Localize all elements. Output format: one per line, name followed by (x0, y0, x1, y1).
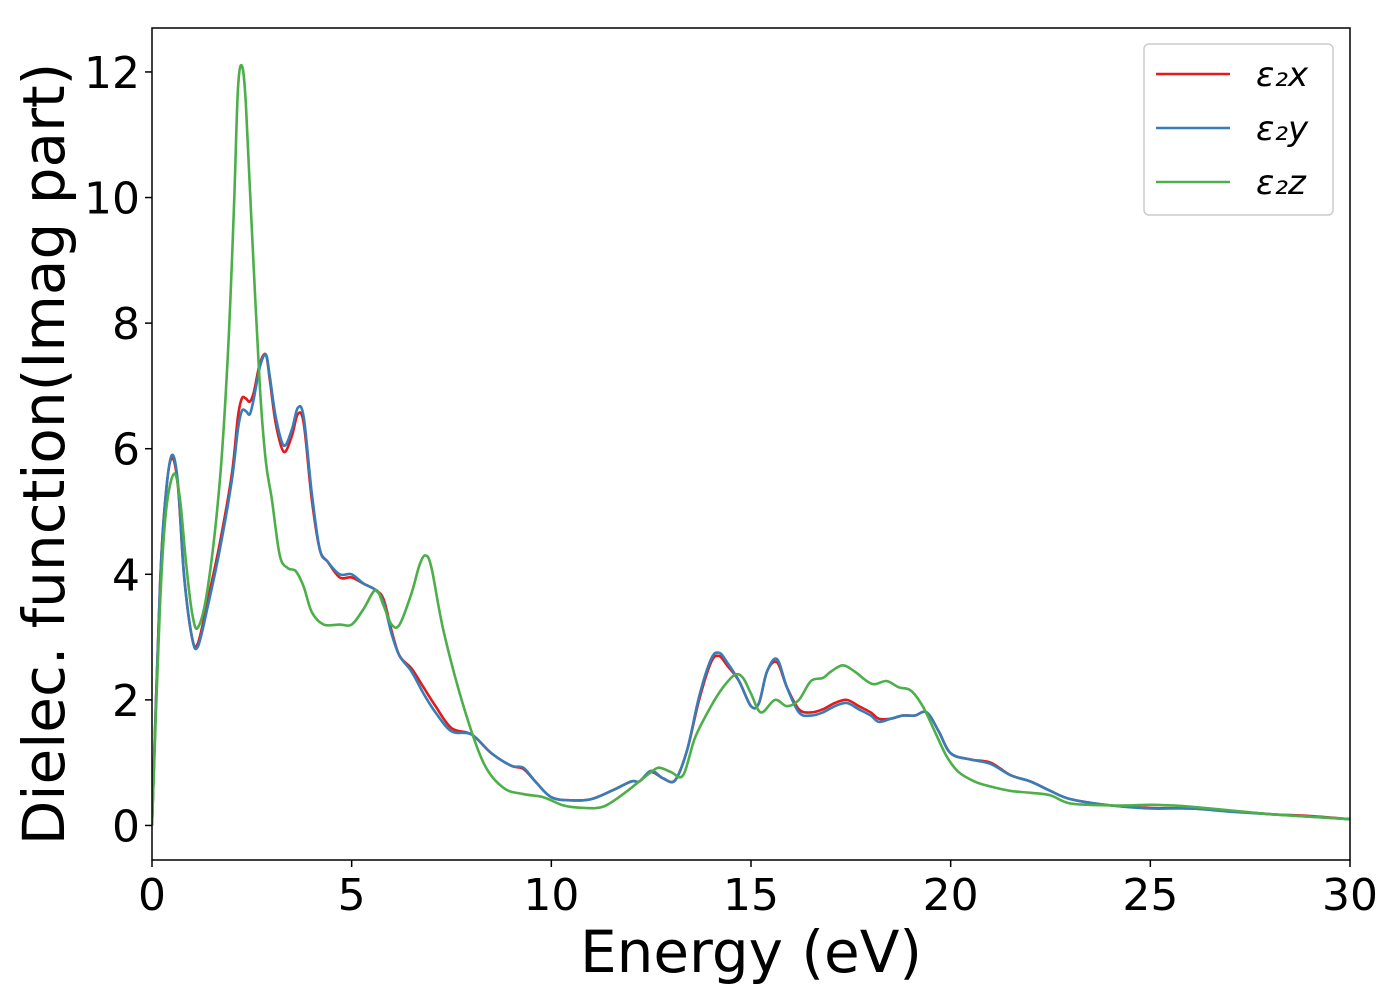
y-tick-label: 6 (112, 425, 140, 476)
x-tick-label: 30 (1322, 870, 1378, 921)
y-tick-label: 2 (112, 676, 140, 727)
series-line-3 (152, 63, 1350, 826)
y-axis-label: Dielec. function(Imag part) (10, 63, 78, 846)
x-tick-label: 10 (523, 870, 579, 921)
x-tick-label: 5 (338, 870, 366, 921)
legend-label: ε₂y (1256, 109, 1309, 149)
series-line-2 (152, 353, 1350, 826)
plot-area (152, 63, 1350, 826)
x-axis-label: Energy (eV) (580, 918, 922, 986)
y-tick-label: 0 (112, 801, 140, 852)
x-axis: 0 5 10 15 20 25 30 (138, 860, 1378, 921)
legend: ε₂x ε₂y ε₂z (1143, 43, 1334, 216)
y-tick-label: 8 (112, 299, 140, 350)
legend-label: ε₂z (1256, 163, 1307, 203)
y-axis: 0 2 4 6 8 10 12 (84, 48, 152, 852)
legend-label: ε₂x (1256, 55, 1309, 95)
y-tick-label: 4 (112, 550, 140, 601)
y-tick-label: 10 (84, 174, 140, 225)
x-tick-label: 25 (1122, 870, 1178, 921)
y-tick-label: 12 (84, 48, 140, 99)
x-tick-label: 15 (723, 870, 779, 921)
x-tick-label: 0 (138, 870, 166, 921)
legend-box (1143, 43, 1334, 216)
series-line-1 (152, 352, 1350, 826)
x-tick-label: 20 (923, 870, 979, 921)
